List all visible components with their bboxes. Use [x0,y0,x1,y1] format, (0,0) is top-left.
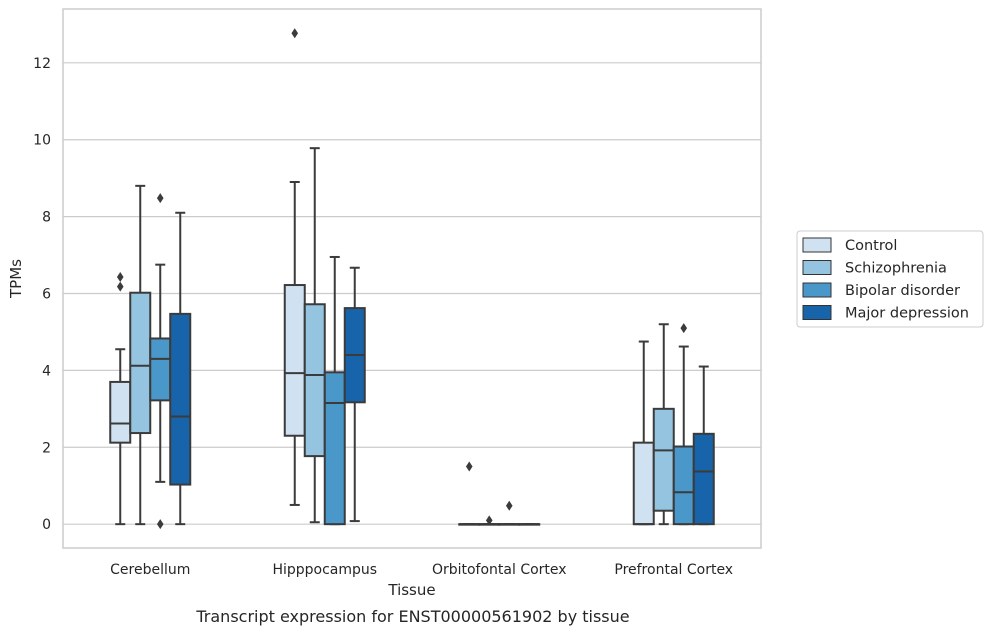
outlier-point [116,281,124,292]
box-control [283,28,306,506]
plot-frame [62,8,762,549]
box-schizophrenia [303,147,326,524]
outlier-point [465,461,473,472]
box-groups [109,28,715,530]
legend-swatch [802,305,832,320]
legend-swatch [802,282,832,298]
outlier-point [485,515,493,526]
legend-frame [796,230,984,328]
box-body [323,371,346,526]
box-body [652,407,675,512]
x-tick-label: Hipppocampus [272,562,377,578]
legend-swatch [802,237,832,253]
legend-swatch [802,260,832,275]
y-tick-labels: 0 2 4 6 8 10 12 [33,56,51,533]
box-body [149,337,172,402]
x-axis-label: Tissue [387,581,435,599]
y-tick-label: 0 [42,517,51,533]
outlier-point [505,500,513,511]
legend-label: Major depression [845,306,969,322]
y-tick-label: 4 [42,363,51,379]
box-body [283,284,306,437]
box-body [692,432,715,526]
outlier-point [156,519,164,530]
outlier-point [116,271,124,282]
x-tick-label: Prefrontal Cortex [614,562,733,578]
legend: Control Schizophrenia Bipolar disorder Majo… [796,230,984,328]
outlier-point [291,28,299,39]
box-control [458,461,481,526]
y-tick-label: 12 [33,56,51,72]
y-tick-label: 10 [33,133,51,149]
outlier-point [156,193,164,204]
box-major-depression [692,365,715,526]
legend-label: Control [845,238,897,254]
box-body [169,312,192,486]
box-bipolar-disorder [323,255,346,526]
box-bipolar-disorder [672,323,695,526]
legend-label: Bipolar disorder [845,283,960,299]
box-body [109,380,132,444]
y-tick-label: 2 [42,440,51,456]
box-bipolar-disorder [149,193,172,530]
box-schizophrenia [478,515,501,526]
box-control [632,340,655,526]
x-tick-label: Orbitofontal Cortex [432,562,567,578]
box-major-depression [169,211,192,526]
y-axis-label: TPMs [7,259,25,299]
box-bipolar-disorder [498,500,521,526]
box-major-depression [518,523,541,526]
box-body [303,303,326,458]
box-major-depression [343,266,366,523]
chart-caption: Transcript expression for ENST0000056190… [195,607,629,626]
x-tick-labels: Cerebellum Hipppocampus Orbitofontal Corte… [110,562,733,578]
box-control [109,271,132,526]
box-body [672,445,695,526]
y-tick-label: 8 [42,210,51,226]
box-schizophrenia [129,184,152,526]
box-body [632,441,655,526]
x-tick-label: Cerebellum [110,562,190,578]
y-tick-label: 6 [42,286,51,302]
outlier-point [680,323,688,334]
box-body [129,291,152,435]
legend-label: Schizophrenia [845,261,947,277]
box-schizophrenia [652,323,675,526]
